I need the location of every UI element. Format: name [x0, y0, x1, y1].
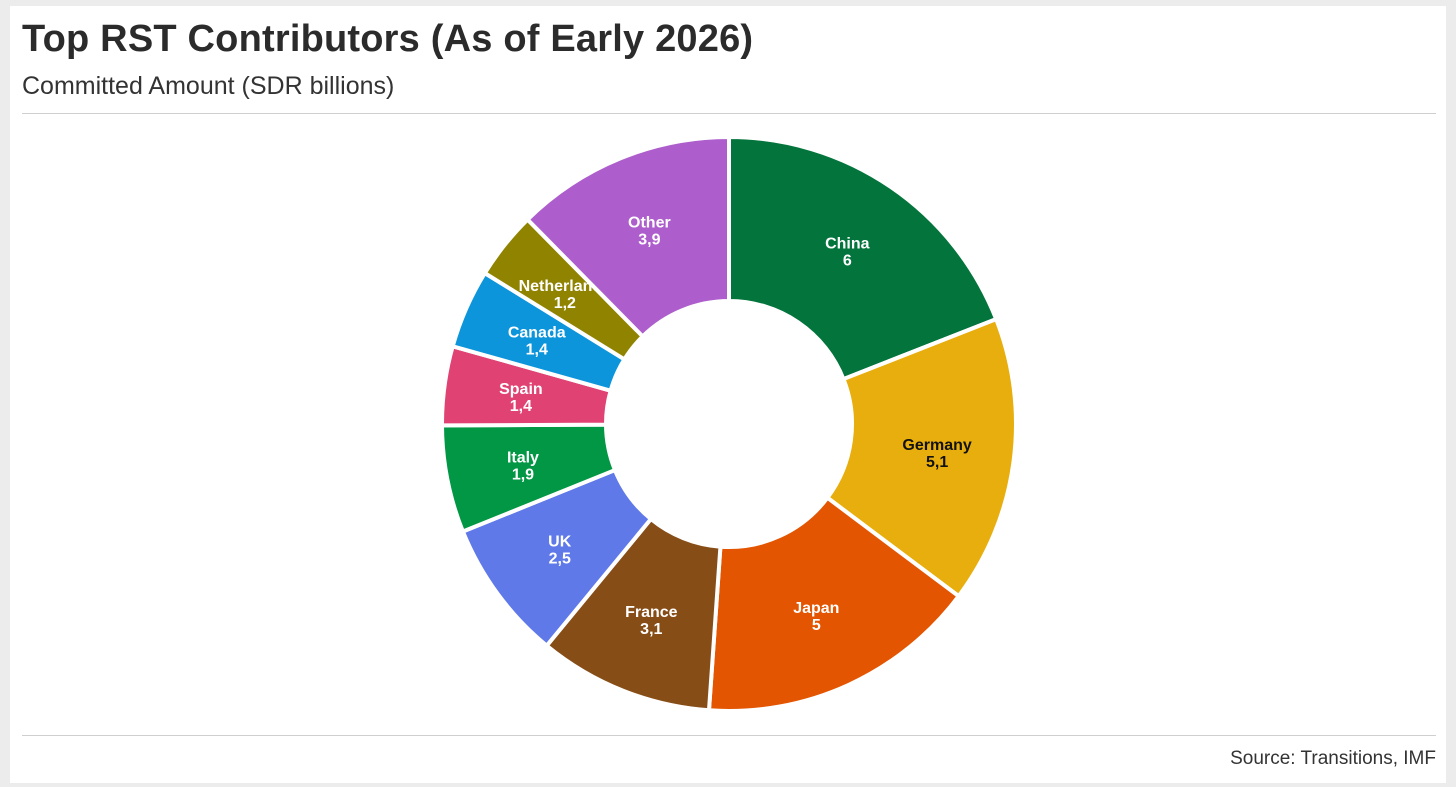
- slice-value-germany: 5,1: [926, 454, 948, 471]
- slice-china[interactable]: [727, 135, 999, 382]
- divider-top: [22, 113, 1436, 114]
- slice-name-japan: Japan: [793, 600, 839, 617]
- slice-name-france: France: [625, 604, 678, 621]
- slice-label-other: Other 3,9: [628, 215, 671, 249]
- slice-value-canada: 1,4: [526, 342, 548, 359]
- slice-germany[interactable]: [825, 317, 1018, 599]
- slice-label-uk: UK 2,5: [548, 533, 572, 567]
- slice-value-netherlands: 1,2: [554, 295, 576, 312]
- slice-value-uk: 2,5: [549, 550, 571, 567]
- slice-name-uk: UK: [548, 533, 572, 550]
- slice-value-italy: 1,9: [512, 467, 534, 484]
- slice-label-spain: Spain 1,4: [499, 381, 543, 415]
- source-note: Source: Transitions, IMF: [1230, 748, 1436, 769]
- slice-label-canada: Canada 1,4: [508, 325, 566, 359]
- slice-label-france: France 3,1: [625, 604, 678, 638]
- slice-name-spain: Spain: [499, 381, 543, 398]
- slice-value-japan: 5: [812, 617, 821, 634]
- slice-value-other: 3,9: [638, 232, 660, 249]
- slice-other[interactable]: [525, 135, 731, 339]
- slice-name-other: Other: [628, 215, 671, 232]
- slice-name-canada: Canada: [508, 325, 566, 342]
- slice-value-spain: 1,4: [510, 398, 532, 415]
- slice-value-china: 6: [843, 252, 852, 269]
- slice-label-japan: Japan 5: [793, 600, 839, 634]
- slice-label-italy: Italy 1,9: [507, 450, 539, 484]
- slice-label-china: China 6: [825, 235, 870, 269]
- slice-name-italy: Italy: [507, 450, 539, 467]
- slice-name-china: China: [825, 235, 870, 252]
- chart-title: Top RST Contributors (As of Early 2026): [22, 18, 754, 60]
- chart-subtitle: Committed Amount (SDR billions): [22, 72, 395, 100]
- slice-japan[interactable]: [706, 495, 961, 713]
- divider-bottom: [22, 735, 1436, 736]
- slice-value-france: 3,1: [640, 621, 662, 638]
- slice-name-germany: Germany: [902, 437, 971, 454]
- slice-label-germany: Germany 5,1: [902, 437, 971, 471]
